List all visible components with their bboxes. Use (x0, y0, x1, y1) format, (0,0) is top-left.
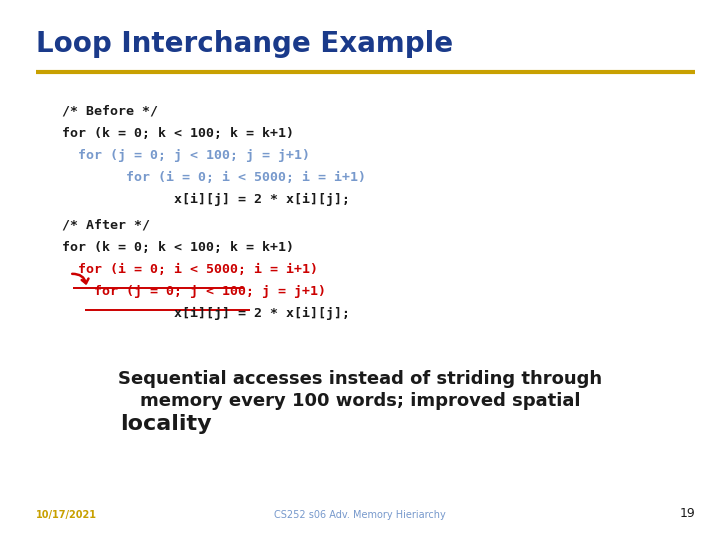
Text: for (i = 0; i < 5000; i = i+1): for (i = 0; i < 5000; i = i+1) (62, 171, 366, 184)
Text: CS252 s06 Adv. Memory Hieriarchy: CS252 s06 Adv. Memory Hieriarchy (274, 510, 446, 520)
Text: locality: locality (120, 414, 212, 434)
Text: for (k = 0; k < 100; k = k+1): for (k = 0; k < 100; k = k+1) (62, 241, 294, 254)
Text: for (j = 0; j < 100; j = j+1): for (j = 0; j < 100; j = j+1) (62, 149, 310, 162)
Text: memory every 100 words; improved spatial: memory every 100 words; improved spatial (140, 392, 580, 410)
Text: x[i][j] = 2 * x[i][j];: x[i][j] = 2 * x[i][j]; (62, 307, 350, 320)
Text: for (k = 0; k < 100; k = k+1): for (k = 0; k < 100; k = k+1) (62, 127, 294, 140)
Text: 10/17/2021: 10/17/2021 (36, 510, 97, 520)
Text: for (j = 0; j < 100; j = j+1): for (j = 0; j < 100; j = j+1) (62, 285, 326, 298)
Text: for (i = 0; i < 5000; i = i+1): for (i = 0; i < 5000; i = i+1) (62, 263, 318, 276)
Text: Loop Interchange Example: Loop Interchange Example (36, 30, 453, 58)
Text: Sequential accesses instead of striding through: Sequential accesses instead of striding … (118, 370, 602, 388)
Text: /* Before */: /* Before */ (62, 105, 158, 118)
Text: 19: 19 (679, 507, 695, 520)
Text: x[i][j] = 2 * x[i][j];: x[i][j] = 2 * x[i][j]; (62, 193, 350, 206)
Text: /* After */: /* After */ (62, 219, 150, 232)
